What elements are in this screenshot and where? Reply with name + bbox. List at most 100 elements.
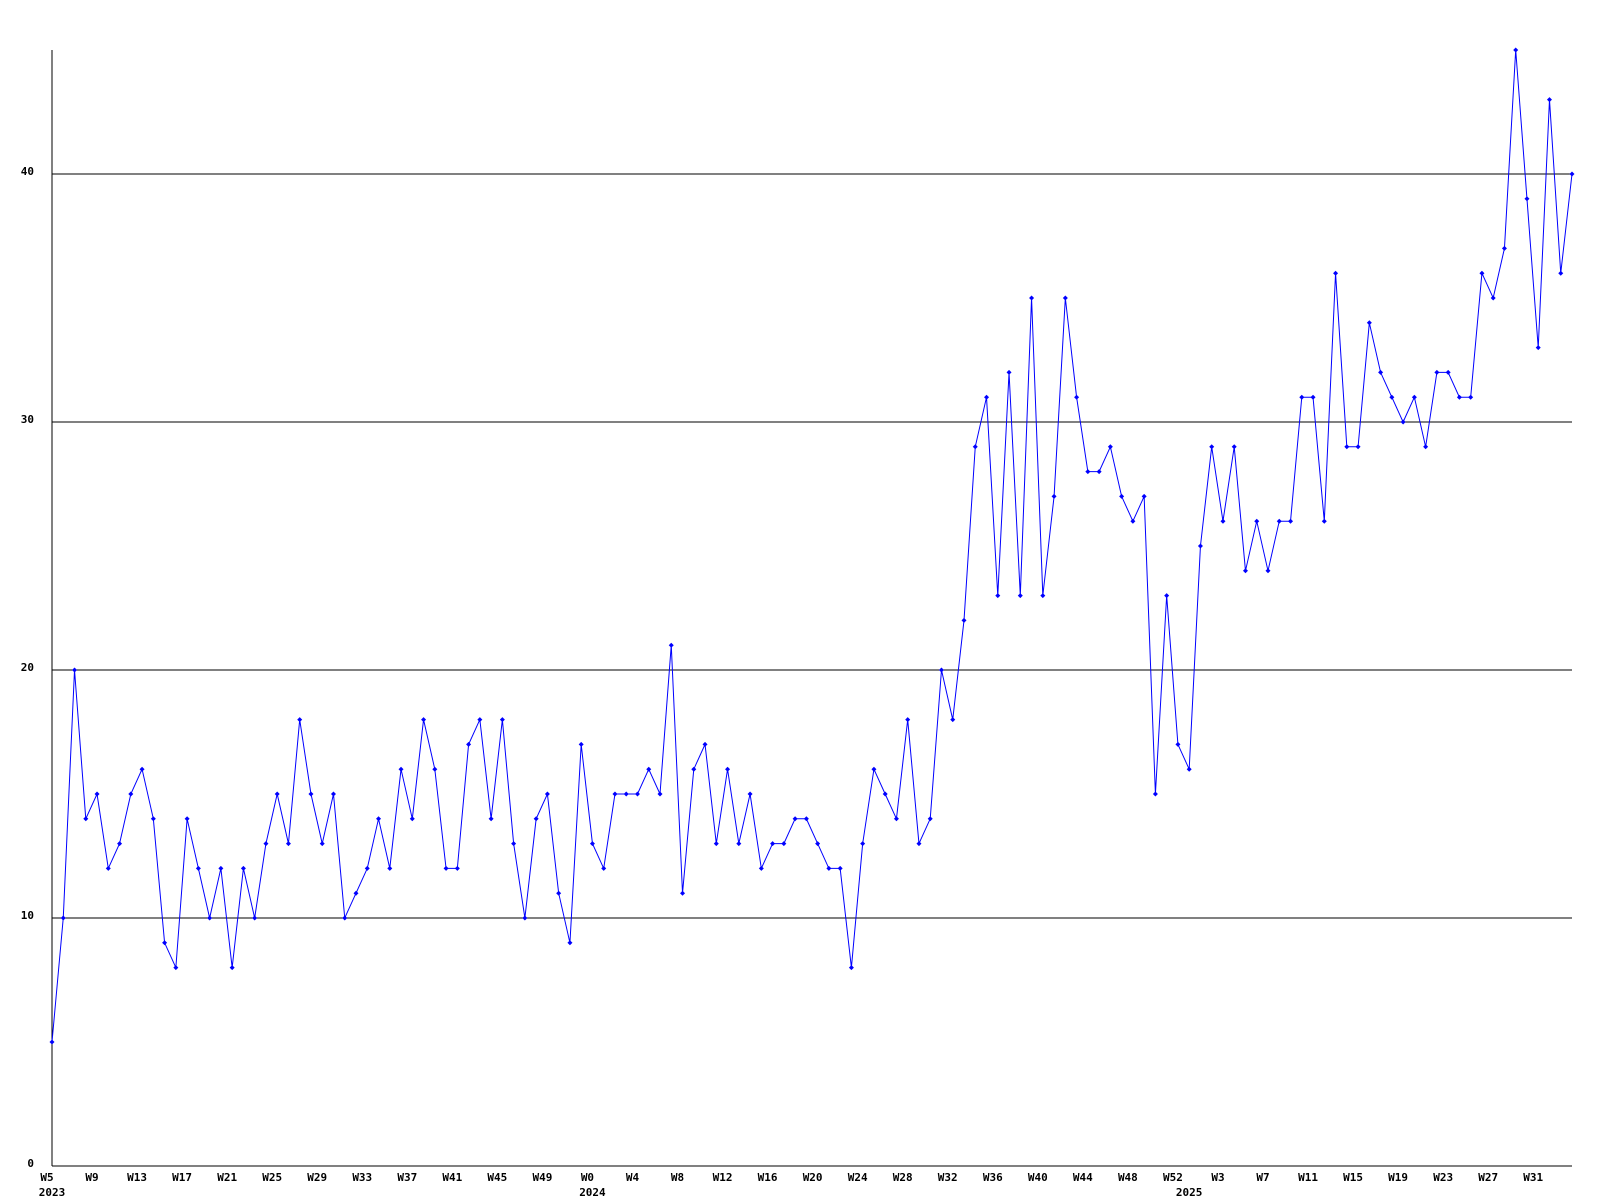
data-point [60,915,66,921]
data-point [1062,295,1068,301]
data-point [229,965,235,971]
data-point [466,741,472,747]
data-point [1074,394,1080,400]
data-point [995,593,1001,599]
data-point [770,841,776,847]
data-point [781,841,787,847]
x-tick-label: W52 [1163,1171,1183,1184]
data-point [162,940,168,946]
data-point [905,717,911,723]
data-point [398,766,404,772]
data-point [1006,369,1012,375]
x-tick-label: W11 [1298,1171,1318,1184]
data-point [1321,518,1327,524]
data-point [240,865,246,871]
x-tick-label: W0 [581,1171,594,1184]
data-point [893,816,899,822]
x-tick-label: W24 [848,1171,868,1184]
data-point [353,890,359,896]
data-point [1378,369,1384,375]
x-tick-label: W41 [442,1171,462,1184]
y-tick-label: 10 [21,909,34,922]
data-point [1501,245,1507,251]
data-point [1535,345,1541,351]
data-point [1400,419,1406,425]
data-point [184,816,190,822]
data-point [1456,394,1462,400]
data-point [668,642,674,648]
data-point [128,791,134,797]
data-point [544,791,550,797]
data-point [1445,369,1451,375]
x-tick-label: W28 [893,1171,913,1184]
x-tick-label: W3 [1211,1171,1224,1184]
data-point [105,865,111,871]
x-tick-label: W7 [1256,1171,1269,1184]
data-point [409,816,415,822]
data-point [1164,593,1170,599]
data-point [567,940,573,946]
data-point [342,915,348,921]
data-point [364,865,370,871]
data-point [1344,444,1350,450]
data-point [1096,469,1102,475]
data-point [387,865,393,871]
data-point [589,841,595,847]
data-point [285,841,291,847]
x-tick-label: W9 [85,1171,98,1184]
data-point [1569,171,1575,177]
data-point [961,617,967,623]
y-tick-label: 20 [21,661,34,674]
data-point [578,741,584,747]
data-point [72,667,78,673]
data-point [150,816,156,822]
data-point [1220,518,1226,524]
data-point [308,791,314,797]
x-tick-label: W45 [487,1171,507,1184]
data-point [1051,493,1057,499]
data-point [837,865,843,871]
data-point [1141,493,1147,499]
data-point [601,865,607,871]
data-point [274,791,280,797]
data-point [376,816,382,822]
x-tick-label: W4 [626,1171,640,1184]
x-tick-label: W5 [40,1171,53,1184]
data-point [1524,196,1530,202]
data-point [634,791,640,797]
data-point [1423,444,1429,450]
data-point [1209,444,1215,450]
data-point [1546,97,1552,103]
data-point [533,816,539,822]
data-point [49,1039,55,1045]
data-point [792,816,798,822]
data-point [1152,791,1158,797]
data-point [1468,394,1474,400]
data-point [1186,766,1192,772]
data-point [1085,469,1091,475]
x-tick-label: W13 [127,1171,147,1184]
data-point [1254,518,1260,524]
data-point [94,791,100,797]
data-point [826,865,832,871]
data-point [1029,295,1035,301]
data-point [1558,270,1564,276]
data-point [1130,518,1136,524]
data-point [713,841,719,847]
data-point [499,717,505,723]
data-point [330,791,336,797]
data-point [1513,47,1519,53]
data-point [848,965,854,971]
data-point [1040,593,1046,599]
x-tick-label: W20 [803,1171,823,1184]
data-point [1411,394,1417,400]
data-point [1366,320,1372,326]
data-point [1017,593,1023,599]
data-point [747,791,753,797]
data-point [725,766,731,772]
data-point [556,890,562,896]
data-point [1197,543,1203,549]
data-point [1107,444,1113,450]
data-point [1265,568,1271,574]
